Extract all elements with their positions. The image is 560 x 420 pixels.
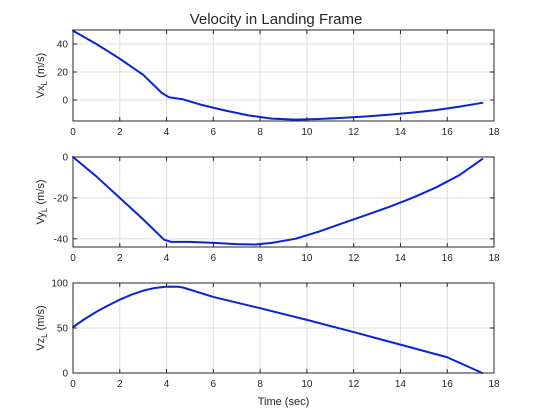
- axes-box: [72, 29, 495, 122]
- x-tick-label: 6: [211, 253, 217, 264]
- subplot-1: 0 2 4 6 8 10 12 14 16 18 0 20 40 VxL (m/s): [35, 29, 500, 138]
- x-tick-label: 14: [395, 127, 407, 138]
- x-tick-label: 12: [348, 253, 360, 264]
- x-tick-label: 10: [301, 127, 313, 138]
- series-line: [72, 29, 484, 121]
- x-tick-label: 14: [395, 253, 407, 264]
- x-tick-label: 6: [211, 379, 217, 390]
- x-tick-label: 8: [257, 379, 263, 390]
- x-tick-label: 16: [442, 253, 454, 264]
- x-tick-label: 4: [164, 253, 170, 264]
- x-tick-label: 0: [70, 379, 76, 390]
- y-tick-label: 0: [62, 96, 68, 107]
- x-tick-label: 4: [164, 127, 170, 138]
- x-tick-label: 2: [117, 379, 123, 390]
- x-tick-label: 0: [70, 127, 76, 138]
- x-axis-label: Time (sec): [258, 396, 310, 408]
- x-tick-label: 18: [488, 127, 500, 138]
- x-tick-label: 18: [488, 253, 500, 264]
- y-tick-label: 50: [57, 324, 69, 335]
- y-tick-label: -40: [54, 234, 69, 245]
- figure-title: Velocity in Landing Frame: [190, 11, 363, 28]
- x-tick-label: 6: [211, 127, 217, 138]
- y-axis-label: VyL (m/s): [35, 180, 49, 225]
- plot-area: [73, 157, 494, 247]
- x-tick-label: 16: [442, 127, 454, 138]
- y-tick-label: 100: [51, 279, 68, 290]
- series-line: [72, 285, 484, 374]
- series-line: [72, 156, 484, 246]
- x-tick-label: 14: [395, 379, 407, 390]
- subplot-3: 0 2 4 6 8 10 12 14 16 18 0 50 100 VzL (m/s) Time (sec): [35, 279, 500, 409]
- axes-box: [72, 156, 495, 248]
- subplot-2: 0 2 4 6 8 10 12 14 16 18 -40 -20 0 VyL (m/s): [35, 153, 500, 265]
- x-tick-label: 8: [257, 253, 263, 264]
- x-tick-label: 12: [348, 379, 360, 390]
- x-tick-label: 18: [488, 379, 500, 390]
- x-tick-label: 16: [442, 379, 454, 390]
- y-tick-label: 0: [62, 153, 68, 164]
- x-tick-label: 2: [117, 127, 123, 138]
- x-tick-label: 0: [70, 253, 76, 264]
- x-tick-label: 4: [164, 379, 170, 390]
- y-axis-label: VzL (m/s): [35, 305, 49, 350]
- x-tick-label: 10: [301, 379, 313, 390]
- y-tick-label: 0: [62, 369, 68, 380]
- x-tick-label: 12: [348, 127, 360, 138]
- y-tick-label: 20: [57, 68, 69, 79]
- x-tick-label: 2: [117, 253, 123, 264]
- y-tick-label: -20: [54, 193, 69, 204]
- x-tick-label: 10: [301, 253, 313, 264]
- y-tick-label: 40: [57, 40, 69, 51]
- x-tick-label: 8: [257, 127, 263, 138]
- y-axis-label: VxL (m/s): [35, 53, 49, 98]
